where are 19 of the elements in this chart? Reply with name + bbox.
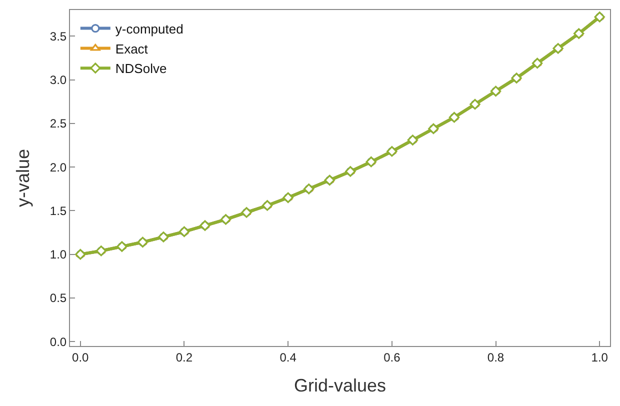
y-tick-label: 2.0 — [50, 160, 67, 174]
y-tick-label: 3.0 — [50, 73, 67, 88]
y-tick-label: 1.0 — [50, 248, 67, 262]
y-axis-title: y-value — [13, 148, 34, 208]
y-tick-label: 2.5 — [50, 116, 67, 131]
x-tick-label: 0.0 — [72, 350, 90, 364]
y-tick-label: 0.0 — [50, 334, 67, 349]
x-tick-label: 0.6 — [384, 350, 401, 364]
x-tick-label: 1.0 — [591, 350, 608, 364]
legend-label: Exact — [115, 41, 148, 56]
x-axis-title: Grid-values — [294, 376, 386, 396]
x-tick-label: 0.4 — [280, 350, 297, 364]
y-tick-label: 1.5 — [50, 204, 67, 218]
y-tick-label: 0.5 — [50, 291, 67, 306]
x-tick-label: 0.2 — [176, 350, 193, 364]
x-tick-label: 0.8 — [487, 350, 504, 364]
legend-label: y-computed — [115, 21, 184, 36]
y-tick-label: 3.5 — [50, 29, 67, 44]
legend-label: NDSolve — [115, 61, 167, 76]
